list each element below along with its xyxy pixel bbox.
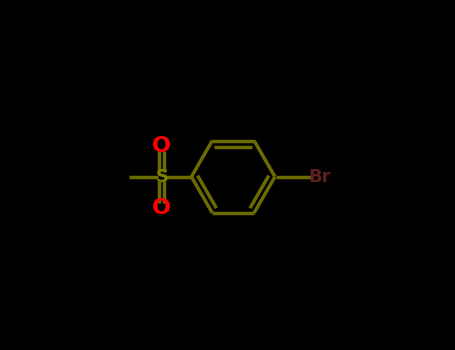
Text: S: S xyxy=(155,168,168,186)
Text: O: O xyxy=(152,136,171,156)
Text: O: O xyxy=(152,198,171,218)
Text: Br: Br xyxy=(308,168,331,186)
